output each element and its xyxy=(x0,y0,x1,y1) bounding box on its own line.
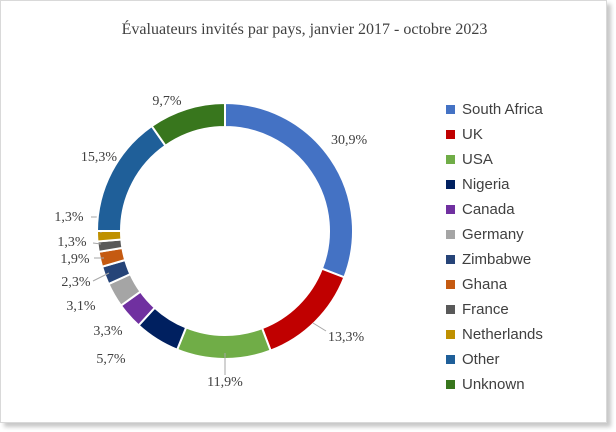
legend-swatch xyxy=(446,154,455,164)
data-label: 5,7% xyxy=(96,352,126,367)
legend-label: Zimbabwe xyxy=(462,251,532,268)
chart-title: Évaluateurs invités par pays, janvier 20… xyxy=(121,21,488,38)
data-label: 11,9% xyxy=(207,375,243,390)
donut-slice-south-africa xyxy=(224,101,354,279)
legend-item: Netherlands xyxy=(446,322,543,347)
leader-line xyxy=(92,242,102,245)
data-label: 3,1% xyxy=(66,299,96,314)
legend-item: Unknown xyxy=(446,372,543,397)
legend-label: South Africa xyxy=(462,101,543,118)
legend-label: France xyxy=(462,301,509,318)
legend-item: Canada xyxy=(446,197,543,222)
data-label: 3,3% xyxy=(93,324,123,339)
legend-item: Ghana xyxy=(446,272,543,297)
legend-swatch xyxy=(446,254,455,264)
data-label: 1,9% xyxy=(60,252,90,267)
data-label: 1,3% xyxy=(57,235,87,250)
legend-label: Other xyxy=(462,351,500,368)
leader-line xyxy=(312,322,327,332)
legend-item: France xyxy=(446,297,543,322)
legend-swatch xyxy=(446,304,455,314)
legend-label: Nigeria xyxy=(462,176,510,193)
legend-swatch xyxy=(446,354,455,364)
legend-item: Nigeria xyxy=(446,172,543,197)
legend-label: UK xyxy=(462,126,483,143)
legend-label: Germany xyxy=(462,226,524,243)
legend-swatch xyxy=(446,204,455,214)
legend-swatch xyxy=(446,279,455,289)
donut-chart: 30,9% 13,3% 11,9% 5,7% 3,3% 3,1% 2,3% 1,9% 1,3% 1… xyxy=(54,94,368,390)
leader-line xyxy=(92,272,110,282)
data-label: 13,3% xyxy=(328,330,365,345)
legend-item: Germany xyxy=(446,222,543,247)
legend-swatch xyxy=(446,379,455,389)
chart-frame: Évaluateurs invités par pays, janvier 20… xyxy=(0,0,607,423)
legend-swatch xyxy=(446,229,455,239)
legend-swatch xyxy=(446,104,455,114)
donut-slice-unknown xyxy=(150,101,226,148)
legend-label: Canada xyxy=(462,201,515,218)
donut-slice-usa xyxy=(175,326,272,360)
legend-item: UK xyxy=(446,122,543,147)
legend-label: Netherlands xyxy=(462,326,543,343)
legend-swatch xyxy=(446,129,455,139)
legend-item: South Africa xyxy=(446,97,543,122)
data-label: 30,9% xyxy=(331,133,368,148)
legend-item: USA xyxy=(446,147,543,172)
chart-legend: South Africa UK USA Nigeria Canada Germany Zim… xyxy=(446,97,543,397)
data-label: 9,7% xyxy=(152,94,182,109)
donut-slice-other xyxy=(95,124,167,232)
data-label: 15,3% xyxy=(81,150,118,165)
legend-swatch xyxy=(446,179,455,189)
legend-swatch xyxy=(446,329,455,339)
legend-label: Unknown xyxy=(462,376,525,393)
legend-label: USA xyxy=(462,151,493,168)
legend-item: Zimbabwe xyxy=(446,247,543,272)
legend-item: Other xyxy=(446,347,543,372)
legend-label: Ghana xyxy=(462,276,508,293)
data-label: 1,3% xyxy=(54,210,84,225)
data-label: 2,3% xyxy=(61,275,91,290)
